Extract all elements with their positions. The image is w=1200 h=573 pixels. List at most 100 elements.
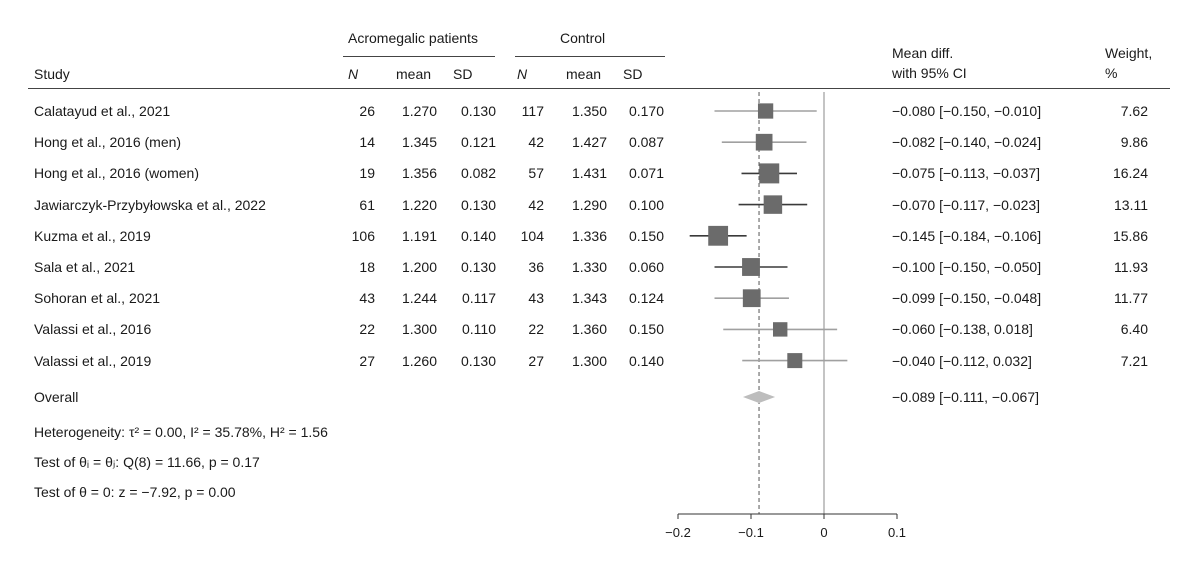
- row-mean2: 1.290: [571, 196, 607, 213]
- row-n2: 42: [528, 196, 544, 213]
- group1-header: Acromegalic patients: [348, 30, 478, 46]
- row-sd2: 0.100: [628, 196, 664, 213]
- effect-box: [755, 133, 773, 151]
- heterogeneity-stat: Heterogeneity: τ² = 0.00, I² = 35.78%, H…: [34, 424, 328, 440]
- row-weight: 7.21: [1120, 352, 1148, 369]
- row-n1: 61: [359, 196, 375, 213]
- overall-ci: −0.089 [−0.111, −0.067]: [892, 389, 1039, 405]
- test-equal-stat: Test of θᵢ = θⱼ: Q(8) = 11.66, p = 0.17: [34, 454, 260, 470]
- row-n1: 26: [359, 103, 375, 119]
- row-mean1: 1.244: [401, 290, 437, 307]
- row-mean1: 1.270: [401, 103, 437, 119]
- row-n2: 36: [528, 259, 544, 275]
- row-weight: 11.93: [1114, 259, 1148, 275]
- row-sd2: 0.071: [628, 165, 664, 182]
- row-n2: 22: [528, 321, 544, 338]
- effect-box: [742, 289, 761, 308]
- row-study: Sala et al., 2021: [34, 259, 136, 275]
- row-mean2: 1.360: [571, 321, 607, 338]
- row-sd1: 0.121: [460, 134, 496, 151]
- row-ci: −0.070 [−0.117, −0.023]: [892, 196, 1041, 213]
- overall-label: Overall: [34, 389, 79, 405]
- row-ci: −0.145 [−0.184, −0.106]: [892, 227, 1042, 244]
- row-n2: 117: [521, 103, 544, 119]
- row-n1: 106: [351, 227, 375, 244]
- row-sd2: 0.124: [628, 290, 664, 307]
- row-mean1: 1.191: [401, 227, 437, 244]
- row-sd2: 0.150: [628, 227, 664, 244]
- row-n2: 27: [528, 352, 544, 369]
- row-sd1: 0.130: [460, 352, 496, 369]
- row-ci: −0.040 [−0.112, 0.032]: [892, 352, 1032, 369]
- row-mean1: 1.356: [401, 165, 437, 182]
- row-mean1: 1.200: [401, 259, 437, 275]
- row-sd1: 0.130: [460, 103, 496, 119]
- row-sd1: 0.110: [462, 321, 496, 338]
- row-sd1: 0.117: [462, 290, 496, 307]
- row-study: Sohoran et al., 2021: [34, 290, 161, 307]
- x-tick-label: −0.2: [665, 525, 691, 540]
- x-tick-label: 0: [820, 525, 827, 540]
- mean2-header: mean: [566, 66, 602, 82]
- row-weight: 7.62: [1120, 103, 1148, 119]
- row-sd1: 0.140: [460, 227, 496, 244]
- effect-header-ci: with 95% CI: [892, 65, 967, 81]
- sd2-header: SD: [623, 66, 643, 82]
- sd1-header: SD: [453, 66, 473, 82]
- x-tick-label: −0.1: [738, 525, 764, 540]
- row-mean2: 1.300: [571, 352, 607, 369]
- x-tick-label: 0.1: [888, 525, 906, 540]
- weight-header: Weight,: [1105, 45, 1153, 61]
- effect-box: [763, 195, 783, 214]
- row-n1: 22: [359, 321, 375, 338]
- row-mean2: 1.350: [571, 103, 607, 119]
- effect-box: [757, 103, 774, 119]
- row-weight: 16.24: [1112, 165, 1148, 182]
- row-sd2: 0.140: [628, 352, 664, 369]
- row-study: Hong et al., 2016 (women): [34, 165, 199, 182]
- row-ci: −0.099 [−0.150, −0.048]: [892, 290, 1042, 307]
- row-study: Jawiarczyk-Przybyłowska et al., 2022: [34, 196, 266, 213]
- row-sd1: 0.130: [460, 259, 496, 275]
- effect-box: [742, 258, 760, 276]
- row-ci: −0.075 [−0.113, −0.037]: [892, 165, 1041, 182]
- n2-header: N: [517, 66, 528, 82]
- row-study: Hong et al., 2016 (men): [34, 134, 182, 151]
- row-ci: −0.060 [−0.138, 0.018]: [892, 321, 1033, 338]
- group1-rule: [343, 56, 495, 57]
- row-mean2: 1.427: [571, 134, 607, 151]
- row-ci: −0.080 [−0.150, −0.010]: [892, 103, 1042, 119]
- row-study: Valassi et al., 2016: [34, 321, 152, 338]
- row-n1: 14: [359, 134, 375, 151]
- row-mean2: 1.431: [571, 165, 607, 182]
- effect-box: [772, 322, 788, 337]
- group2-rule: [515, 56, 665, 57]
- row-sd2: 0.170: [628, 103, 664, 119]
- row-weight: 15.86: [1112, 227, 1148, 244]
- group2-header: Control: [560, 30, 606, 46]
- row-n2: 42: [528, 134, 544, 151]
- overall-diamond: [742, 391, 776, 403]
- header-rule: [28, 88, 1170, 89]
- row-study: Kuzma et al., 2019: [34, 227, 151, 244]
- test-zero-stat: Test of θ = 0: z = −7.92, p = 0.00: [34, 484, 236, 500]
- row-weight: 6.40: [1120, 321, 1148, 338]
- row-sd1: 0.130: [460, 196, 496, 213]
- row-study: Valassi et al., 2019: [34, 352, 152, 369]
- row-ci: −0.100 [−0.150, −0.050]: [892, 259, 1042, 275]
- row-n1: 27: [359, 352, 375, 369]
- row-sd2: 0.150: [628, 321, 664, 338]
- row-sd2: 0.087: [628, 134, 664, 151]
- mean1-header: mean: [396, 66, 432, 82]
- row-n1: 19: [359, 165, 375, 182]
- row-study: Calatayud et al., 2021: [34, 103, 171, 119]
- row-sd2: 0.060: [628, 259, 664, 275]
- effect-header: Mean diff.: [892, 45, 954, 61]
- row-weight: 11.77: [1114, 290, 1148, 307]
- row-mean1: 1.260: [401, 352, 437, 369]
- row-mean2: 1.330: [571, 259, 607, 275]
- row-n2: 104: [520, 227, 544, 244]
- row-weight: 9.86: [1120, 134, 1148, 151]
- n1-header: N: [348, 66, 359, 82]
